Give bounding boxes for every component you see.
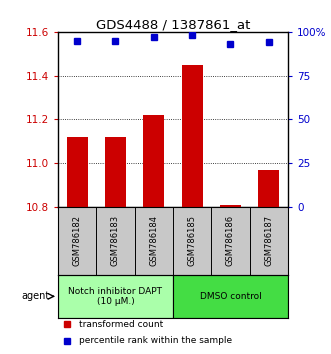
- Text: agent: agent: [21, 291, 50, 301]
- Bar: [143, 115, 164, 207]
- Title: GDS4488 / 1387861_at: GDS4488 / 1387861_at: [96, 18, 250, 31]
- Text: GSM786187: GSM786187: [264, 215, 273, 267]
- Text: GSM786182: GSM786182: [72, 216, 82, 267]
- Text: GSM786184: GSM786184: [149, 216, 158, 267]
- Text: Notch inhibitor DAPT
(10 μM.): Notch inhibitor DAPT (10 μM.): [69, 287, 163, 306]
- Text: GSM786183: GSM786183: [111, 215, 120, 267]
- Bar: [67, 137, 88, 207]
- Bar: [182, 65, 203, 207]
- Text: GSM786186: GSM786186: [226, 215, 235, 267]
- Text: transformed count: transformed count: [79, 320, 163, 329]
- Bar: [258, 170, 279, 207]
- Bar: [173, 275, 288, 318]
- Text: DMSO control: DMSO control: [200, 292, 261, 301]
- Bar: [105, 137, 126, 207]
- Bar: [220, 205, 241, 207]
- Bar: [58, 275, 173, 318]
- Text: percentile rank within the sample: percentile rank within the sample: [79, 336, 232, 345]
- Text: GSM786185: GSM786185: [188, 216, 197, 267]
